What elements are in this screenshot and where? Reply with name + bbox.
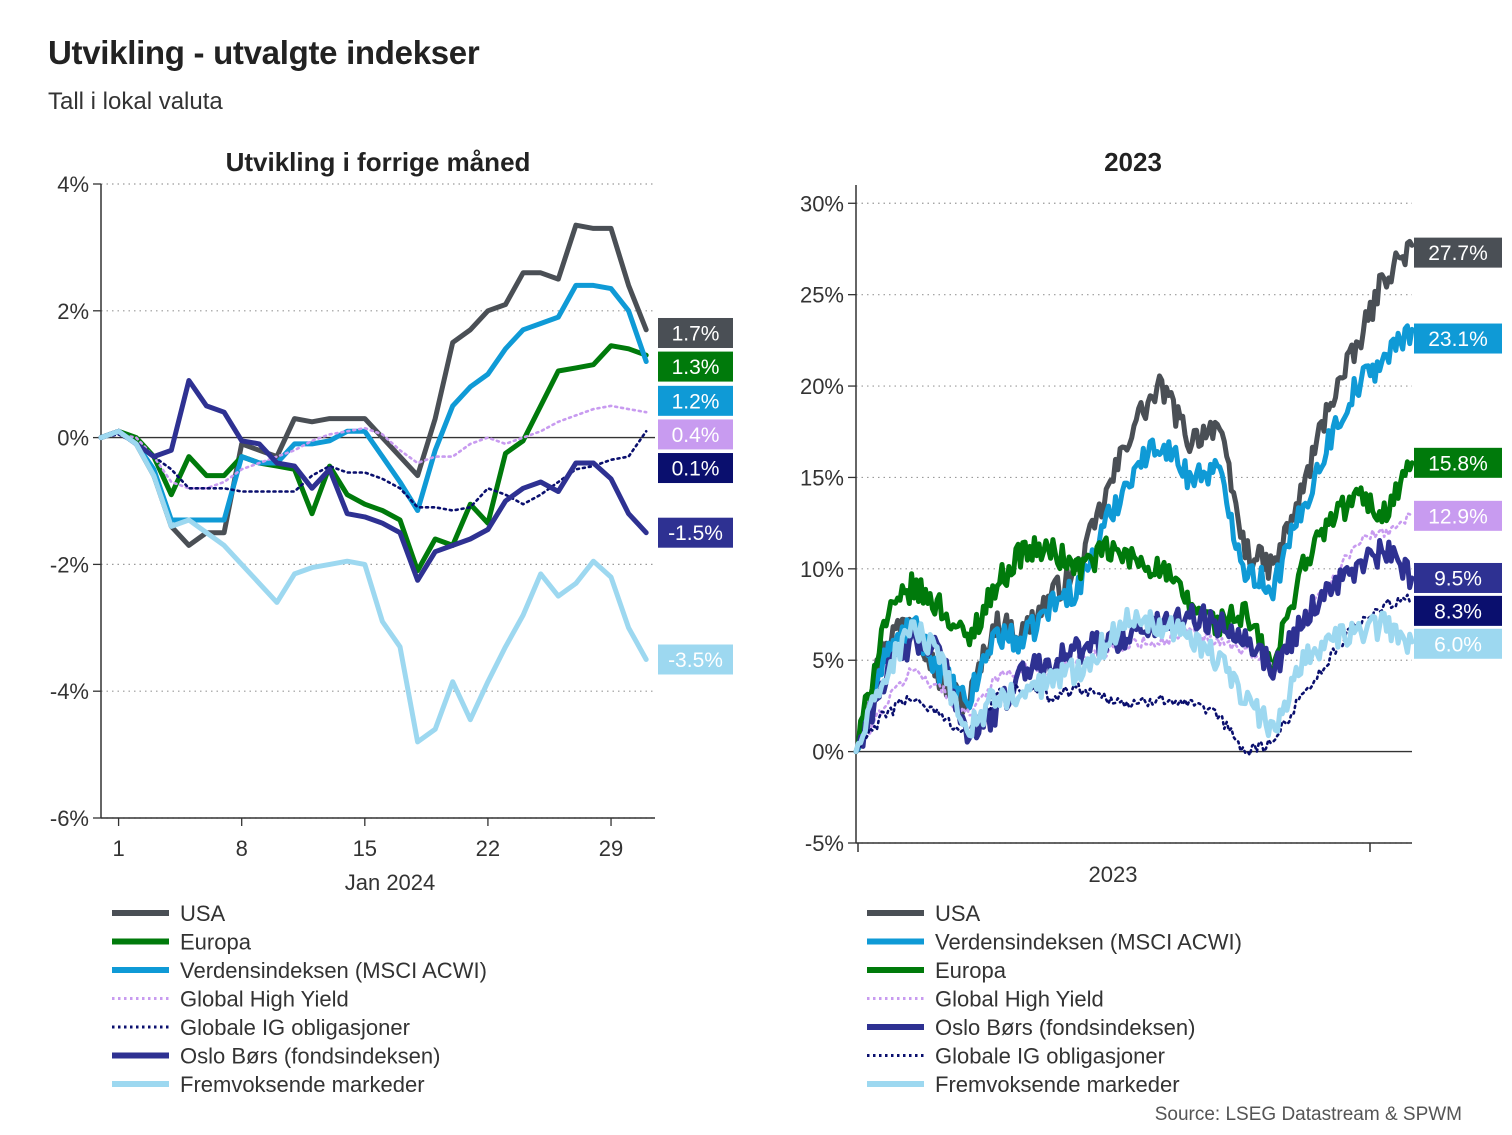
legend-label-hy: Global High Yield — [180, 987, 349, 1012]
y-tick-label: 30% — [800, 191, 844, 216]
end-label-verden: 1.2% — [672, 390, 720, 413]
end-label-box-oslo — [1414, 562, 1502, 593]
y-tick-label: 5% — [812, 648, 844, 673]
chart-title: Utvikling i forrige måned — [226, 147, 531, 177]
end-label-em: -3.5% — [668, 649, 723, 672]
legend-label-verden: Verdensindeksen (MSCI ACWI) — [935, 930, 1242, 955]
end-label-box-hy — [658, 419, 733, 450]
legend-label-europa: Europa — [935, 958, 1007, 983]
y-tick-label: 4% — [57, 172, 89, 197]
legend-label-em: Fremvoksende markeder — [935, 1072, 1180, 1097]
legend-label-hy: Global High Yield — [935, 987, 1104, 1012]
end-label-box-hy — [1414, 500, 1502, 531]
y-tick-label: 0% — [57, 426, 89, 451]
end-label-europa: 15.8% — [1428, 452, 1488, 475]
end-label-box-verden — [1414, 323, 1502, 354]
end-label-usa: 27.7% — [1428, 242, 1488, 265]
end-label-box-oslo — [658, 517, 733, 548]
x-tick-label: 15 — [353, 836, 377, 861]
series-line-usa — [98, 222, 649, 548]
legend-label-usa: USA — [180, 901, 226, 926]
legend-label-ig: Globale IG obligasjoner — [935, 1044, 1165, 1069]
chart-title: 2023 — [1104, 147, 1162, 177]
end-label-box-europa — [1414, 447, 1502, 478]
legend-label-ig: Globale IG obligasjoner — [180, 1015, 410, 1040]
end-label-usa: 1.7% — [672, 322, 720, 345]
y-tick-label: 10% — [800, 557, 844, 582]
end-label-box-em — [1414, 628, 1502, 659]
y-tick-label: 20% — [800, 374, 844, 399]
legend-label-verden: Verdensindeksen (MSCI ACWI) — [180, 958, 487, 983]
chart-2023: 2023 30% 25% 20% 15% 10% 5% 0% -5% 27.7% 23.1% 15.8… — [800, 147, 1502, 1097]
end-label-box-usa — [1414, 237, 1502, 268]
y-tick-label: -4% — [50, 679, 89, 704]
y-tick-label: -6% — [50, 806, 89, 831]
x-axis-label: Jan 2024 — [345, 870, 436, 895]
end-label-hy: 12.9% — [1428, 505, 1488, 528]
x-tick-label: 8 — [236, 836, 248, 861]
legend-label-usa: USA — [935, 901, 981, 926]
series-line-em — [98, 428, 649, 745]
legend-label-em: Fremvoksende markeder — [180, 1072, 425, 1097]
y-tick-label: 25% — [800, 283, 844, 308]
y-tick-label: 15% — [800, 465, 844, 490]
end-label-box-ig — [1414, 595, 1502, 626]
series-line-europa — [853, 459, 1415, 755]
x-tick-label: 1 — [112, 836, 124, 861]
x-tick-label: 22 — [476, 836, 500, 861]
x-axis-label: 2023 — [1089, 862, 1138, 887]
page-subtitle: Tall i lokal valuta — [48, 88, 223, 115]
y-tick-label: 0% — [812, 740, 844, 765]
series-line-ig — [854, 593, 1414, 757]
end-label-box-ig — [658, 453, 733, 484]
end-label-box-europa — [658, 351, 733, 382]
end-label-europa: 1.3% — [672, 356, 720, 379]
series-line-em — [853, 606, 1415, 755]
y-tick-label: 2% — [57, 299, 89, 324]
end-label-box-usa — [658, 317, 733, 348]
y-tick-label: -2% — [50, 552, 89, 577]
end-label-verden: 23.1% — [1428, 328, 1488, 351]
source-note: Source: LSEG Datastream & SPWM — [1154, 1104, 1462, 1125]
end-label-box-em — [658, 644, 733, 675]
end-label-box-verden — [658, 385, 733, 416]
chart-monthly-development: Utvikling i forrige måned 4% 2% 0% -2% -4% -6%… — [50, 147, 733, 1097]
page-title: Utvikling - utvalgte indekser — [48, 34, 480, 71]
x-tick-label: 29 — [599, 836, 623, 861]
legend-label-oslo: Oslo Børs (fondsindeksen) — [935, 1015, 1195, 1040]
end-label-ig: 8.3% — [1434, 600, 1482, 623]
end-label-hy: 0.4% — [672, 424, 720, 447]
legend-label-oslo: Oslo Børs (fondsindeksen) — [180, 1044, 440, 1069]
y-tick-label: -5% — [805, 831, 844, 856]
end-label-oslo: -1.5% — [668, 522, 723, 545]
series-line-oslo — [98, 378, 649, 583]
series-line-ig — [99, 430, 648, 512]
end-label-em: 6.0% — [1434, 633, 1482, 656]
end-label-oslo: 9.5% — [1434, 567, 1482, 590]
end-label-ig: 0.1% — [672, 458, 720, 481]
legend-label-europa: Europa — [180, 930, 252, 955]
series-line-europa — [98, 343, 649, 574]
